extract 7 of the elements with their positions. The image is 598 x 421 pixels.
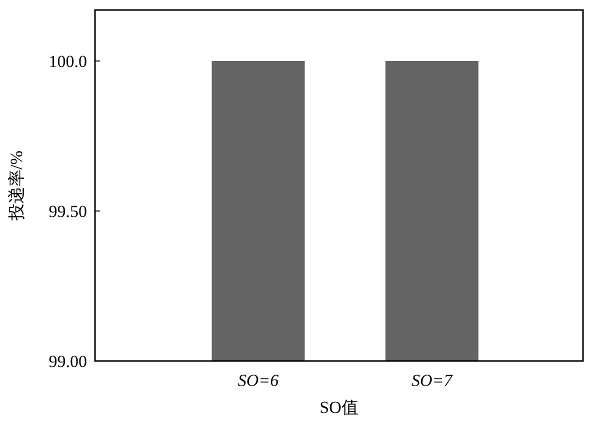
- y-tick-label: 99.50: [48, 202, 87, 221]
- x-axis-title: SO值: [320, 398, 358, 417]
- y-axis-title: 投递率/%: [7, 150, 26, 222]
- x-tick-label: SO=7: [412, 371, 454, 390]
- y-tick-label: 99.00: [48, 352, 87, 371]
- y-tick-label: 100.0: [48, 52, 87, 71]
- x-tick-label: SO=6: [238, 371, 280, 390]
